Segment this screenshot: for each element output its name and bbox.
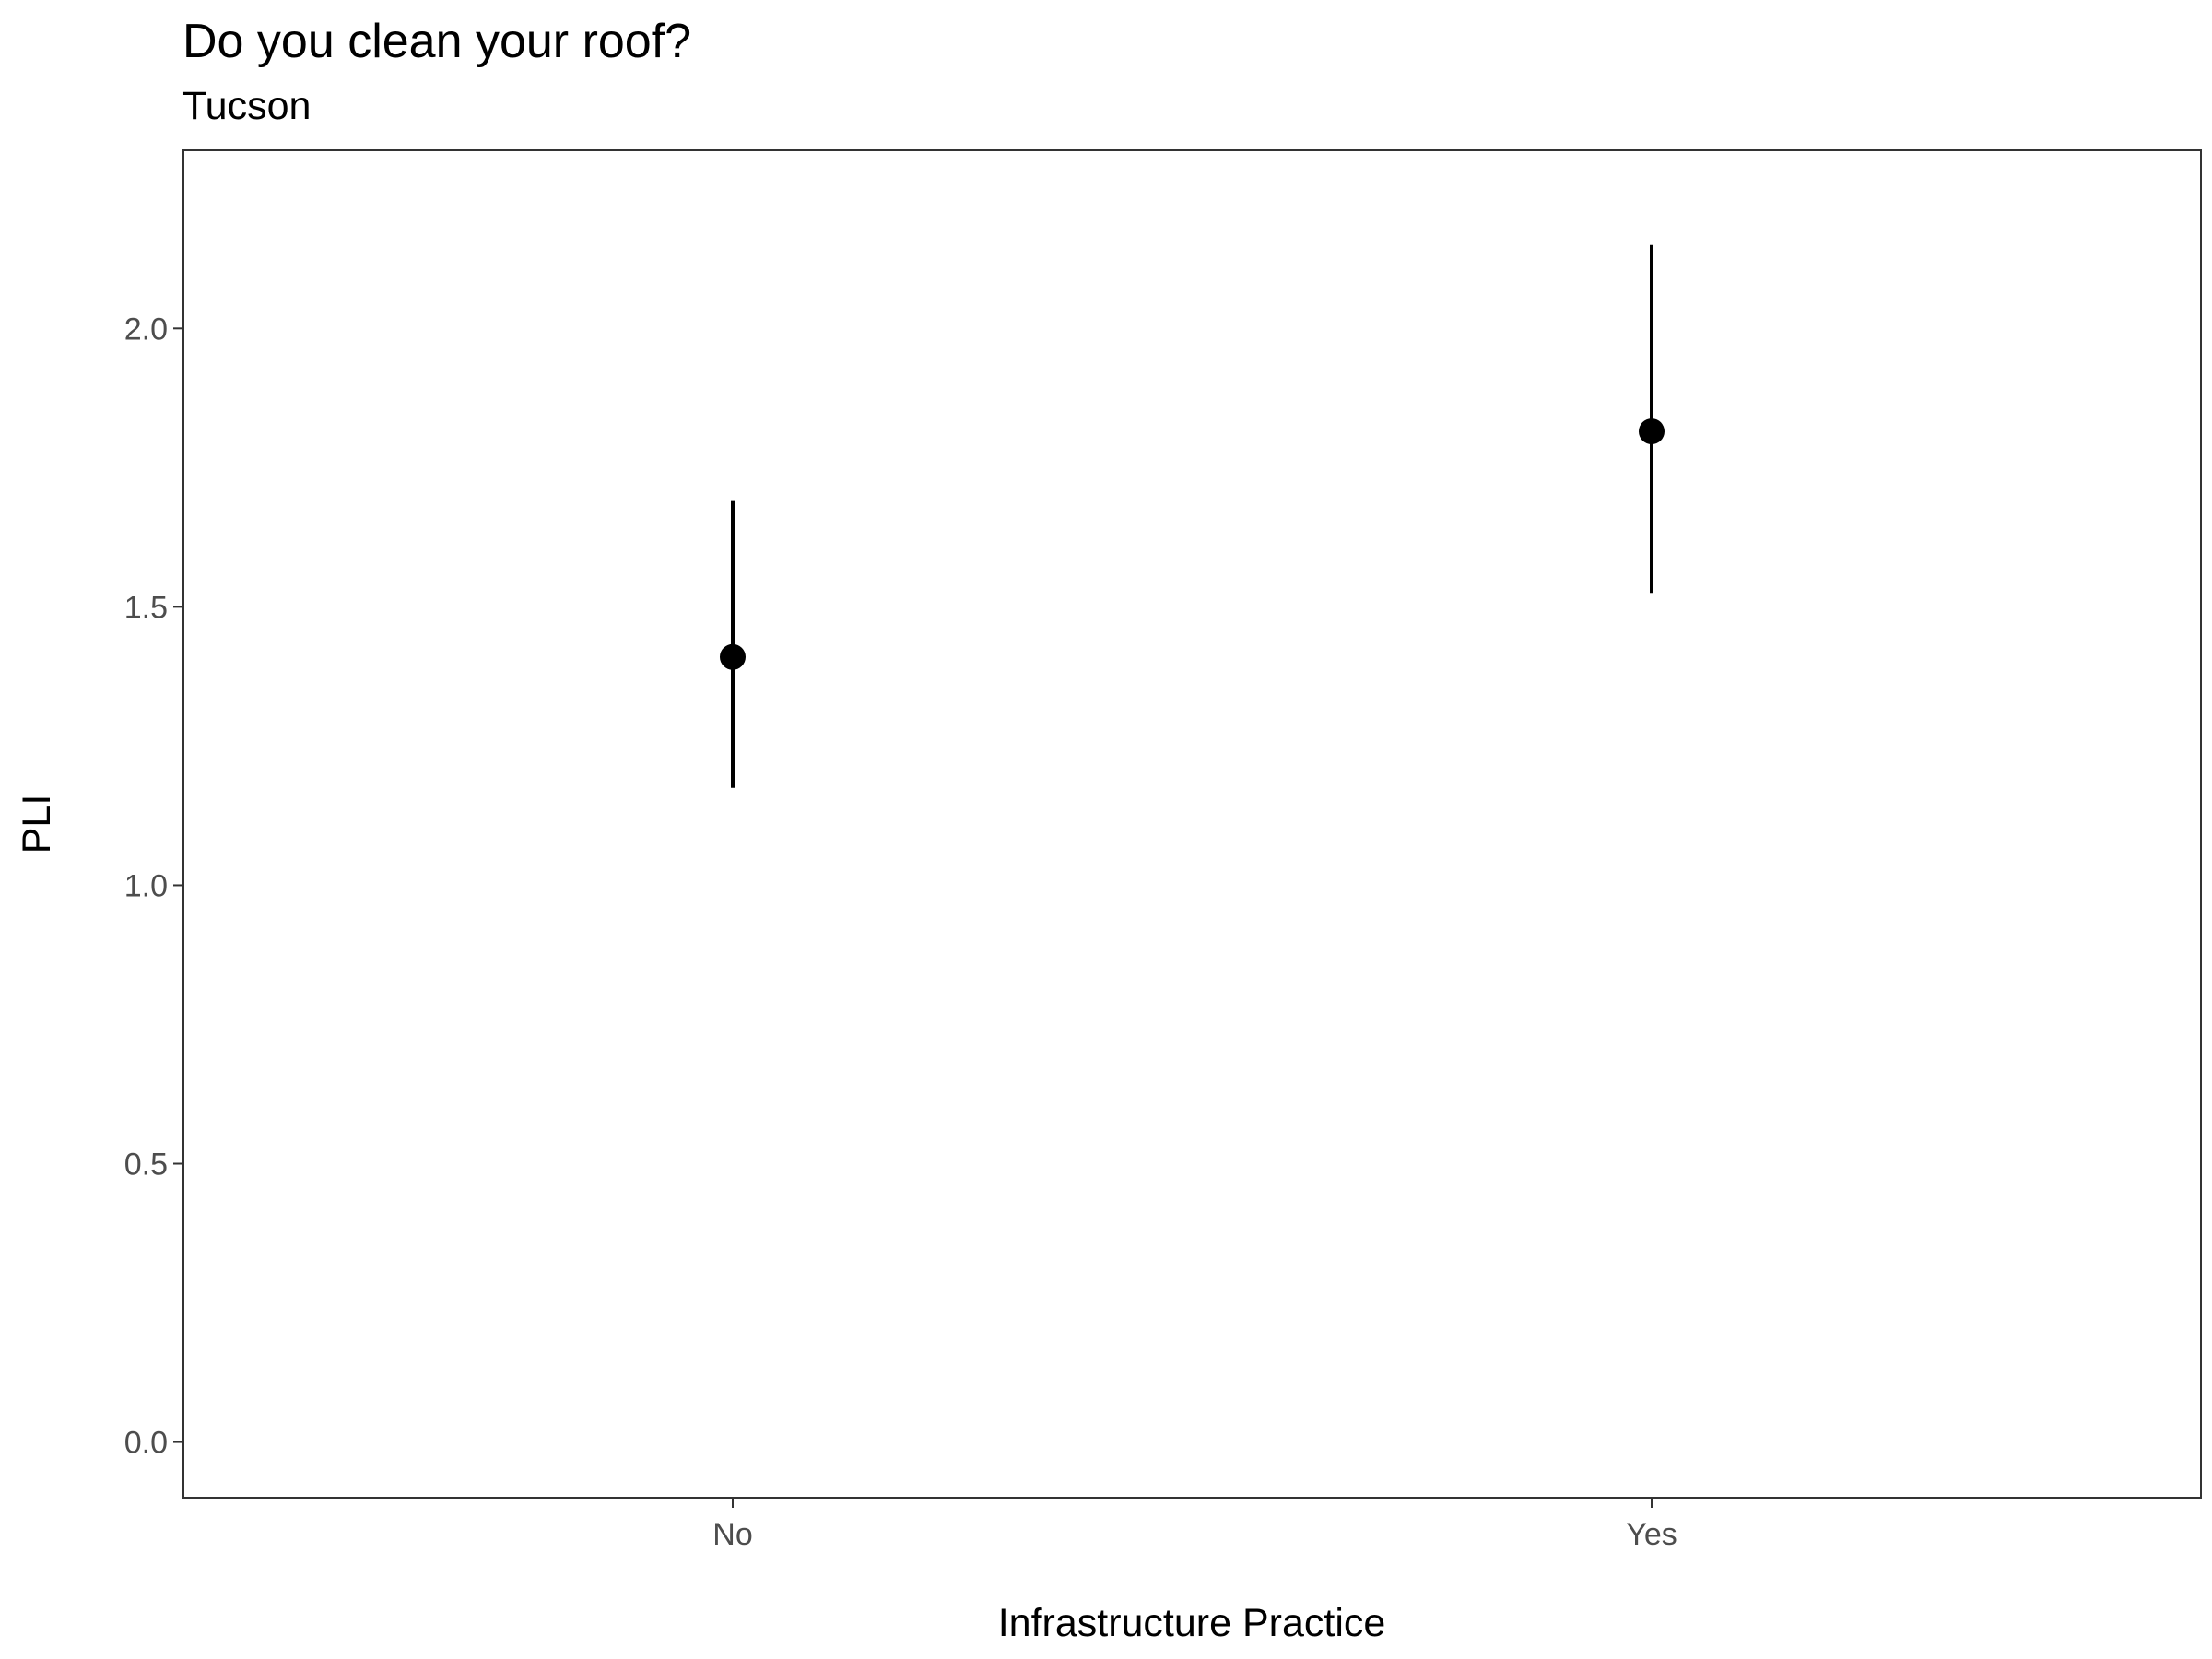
y-tick-label: 0.5 [124,1147,168,1182]
y-tick-label: 2.0 [124,312,168,347]
y-axis: 0.0 0.5 1.0 1.5 2.0 [124,312,183,1461]
chart-marks [720,244,1665,788]
x-tick-label: Yes [1626,1517,1677,1552]
chart-subtitle: Tucson [182,84,311,128]
x-axis-title: Infrastructure Practice [998,1601,1386,1645]
y-tick-label: 0.0 [124,1426,168,1461]
data-point-yes [1639,418,1665,445]
y-axis-title: PLI [15,794,59,854]
y-tick-label: 1.0 [124,868,168,903]
y-tick-label: 1.5 [124,590,168,625]
x-axis: No Yes [712,1498,1677,1552]
x-tick-label: No [712,1517,752,1552]
plot-panel [182,149,2202,1499]
data-point-no [720,643,746,670]
chart-title: Do you clean your roof? [182,15,691,68]
